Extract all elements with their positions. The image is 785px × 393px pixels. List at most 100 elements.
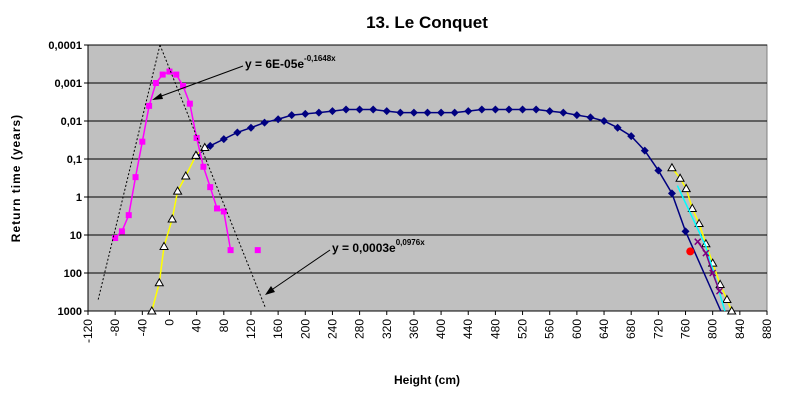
point — [613, 123, 622, 132]
y-tick-label: 10 — [70, 230, 82, 242]
point — [118, 228, 125, 235]
point — [173, 71, 180, 78]
point — [572, 111, 581, 120]
y-tick-label: 0,01 — [61, 116, 82, 128]
point — [654, 166, 663, 175]
point — [260, 118, 269, 127]
x-tick-label: 80 — [217, 319, 231, 333]
point — [627, 132, 636, 141]
point — [199, 142, 210, 152]
point — [112, 235, 119, 242]
point — [382, 107, 391, 116]
marks — [97, 44, 737, 315]
point — [342, 105, 351, 114]
y-tick-label: 0,0001 — [48, 40, 82, 52]
point — [686, 247, 695, 256]
grid — [84, 44, 768, 315]
x-tick-label: 240 — [325, 319, 339, 339]
point — [227, 247, 234, 254]
x-tick-label: 480 — [488, 319, 502, 339]
point — [532, 105, 541, 114]
point — [233, 128, 242, 137]
annotation-exponent: -0,1648x — [304, 54, 336, 63]
point — [167, 214, 178, 223]
point — [146, 305, 157, 315]
arrow-head — [152, 93, 163, 100]
point — [681, 183, 692, 193]
x-tick-label: 760 — [679, 319, 693, 339]
x-tick-label: 40 — [190, 319, 204, 333]
x-tick-label: 400 — [434, 319, 448, 339]
y-tick-label: 1000 — [58, 306, 82, 318]
x-tick-label: 200 — [298, 319, 312, 339]
y-tick-label: 0,1 — [67, 154, 82, 166]
series-line — [697, 241, 721, 292]
point — [675, 173, 685, 182]
point — [214, 205, 221, 212]
x-tick-label: 800 — [706, 319, 720, 339]
series-line — [159, 44, 266, 308]
point — [220, 208, 227, 215]
point — [450, 108, 459, 117]
point — [600, 117, 609, 125]
point — [423, 108, 432, 117]
y-tick-label: 100 — [64, 268, 82, 280]
point — [206, 141, 215, 150]
x-tick-label: 720 — [651, 319, 665, 339]
x-tick-label: 640 — [597, 319, 611, 339]
plot-area — [87, 44, 768, 312]
annotation-text: y = 0,0003e — [332, 241, 396, 255]
point — [159, 71, 166, 78]
point — [125, 212, 132, 219]
point — [559, 108, 568, 117]
y-tick-label: 1 — [76, 192, 82, 204]
annotation-text: y = 6E-05e — [245, 57, 304, 71]
point — [396, 108, 405, 117]
x-tick-label: 560 — [543, 319, 557, 339]
annotation: y = 0,0003e0,0976x — [332, 238, 425, 255]
point — [640, 146, 649, 155]
x-tick-label: 0 — [162, 319, 176, 326]
point — [146, 102, 153, 109]
point — [186, 100, 193, 107]
point — [477, 105, 486, 114]
point — [709, 269, 717, 277]
x-tick-label: 280 — [353, 319, 367, 339]
point — [154, 277, 165, 287]
point — [219, 135, 228, 144]
point — [274, 115, 283, 124]
x-tick-label: 320 — [380, 319, 394, 339]
x-tick-label: 360 — [407, 319, 421, 339]
x-tick-label: -40 — [135, 319, 149, 337]
point — [314, 108, 323, 117]
arrow-head — [265, 286, 275, 295]
point — [409, 108, 418, 117]
point — [180, 83, 187, 90]
x-tick-label: 840 — [733, 319, 747, 339]
x-tick-label: 440 — [461, 319, 475, 339]
point — [152, 80, 159, 86]
point — [166, 68, 173, 75]
x-tick-label: 600 — [570, 319, 584, 339]
point — [246, 123, 255, 132]
point — [207, 184, 214, 191]
point — [437, 108, 446, 117]
x-tick-label: 520 — [516, 319, 530, 339]
x-tick-label: 120 — [244, 319, 258, 339]
point — [193, 134, 200, 141]
point — [287, 111, 296, 120]
point — [586, 113, 595, 122]
point — [355, 105, 364, 114]
point — [687, 203, 698, 212]
point — [715, 287, 724, 295]
annotation-exponent: 0,0976x — [396, 238, 425, 247]
arrow — [269, 249, 331, 292]
point — [254, 247, 261, 254]
series-line — [684, 231, 722, 312]
point — [180, 170, 191, 180]
point — [545, 107, 554, 116]
point — [464, 107, 473, 116]
point — [694, 218, 704, 228]
point — [172, 186, 183, 195]
